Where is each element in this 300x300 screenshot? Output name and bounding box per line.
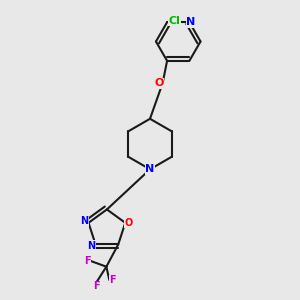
Text: Cl: Cl xyxy=(169,16,181,26)
Text: N: N xyxy=(186,17,196,27)
Text: O: O xyxy=(125,218,133,228)
Text: F: F xyxy=(84,256,90,266)
Text: N: N xyxy=(87,241,95,251)
Text: N: N xyxy=(146,164,154,174)
Text: N: N xyxy=(80,216,88,226)
Text: F: F xyxy=(109,275,116,285)
Text: O: O xyxy=(154,78,164,88)
Text: F: F xyxy=(93,281,99,291)
